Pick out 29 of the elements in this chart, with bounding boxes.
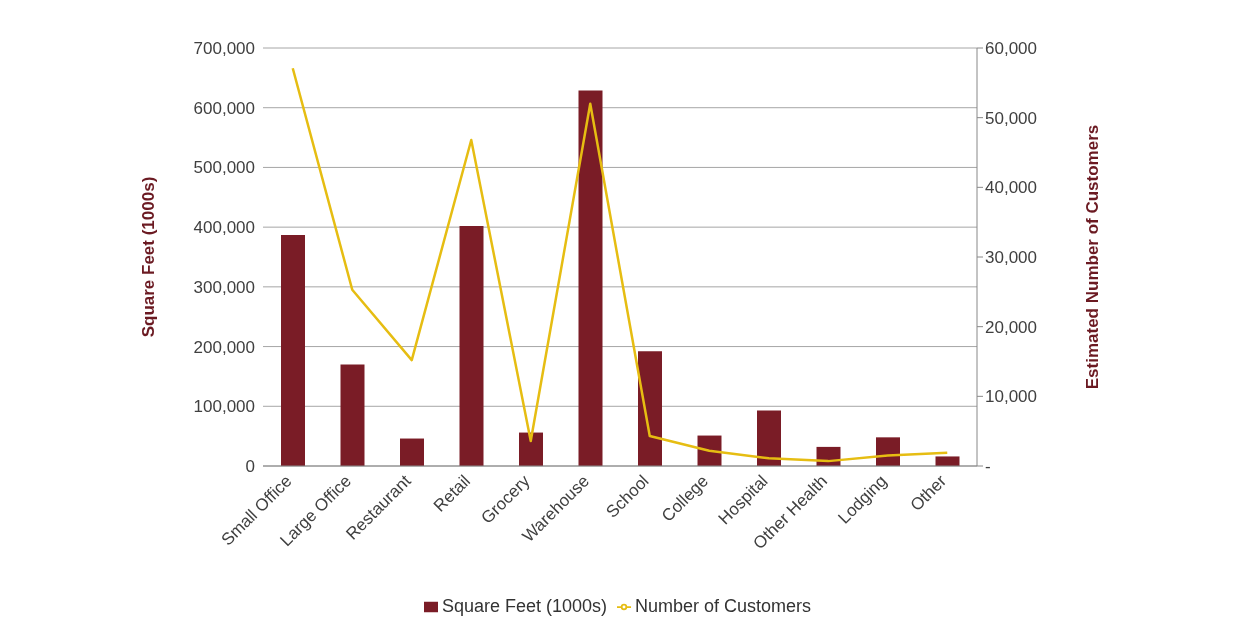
bar xyxy=(935,456,960,466)
legend-label: Number of Customers xyxy=(635,596,812,616)
y-tick-label: 400,000 xyxy=(193,218,255,238)
line-series xyxy=(291,66,949,463)
y-tick-label: 300,000 xyxy=(193,277,255,297)
y-tick-label: 0 xyxy=(245,457,255,477)
y2-tick-label: 50,000 xyxy=(985,108,1037,128)
bar xyxy=(281,234,305,466)
y-tick-label: 700,000 xyxy=(193,39,255,59)
y-axis-title: Square Feet (1000s) xyxy=(139,176,159,338)
bar xyxy=(459,225,484,466)
y2-tick-label: 10,000 xyxy=(985,387,1037,407)
y2-tick-label: 60,000 xyxy=(985,39,1037,59)
y-tick-label: 500,000 xyxy=(193,158,255,178)
bar xyxy=(638,351,662,466)
y2-tick-label: 20,000 xyxy=(985,317,1037,337)
bar xyxy=(340,364,365,466)
legend-label: Square Feet (1000s) xyxy=(441,596,608,616)
y2-tick-label: 40,000 xyxy=(985,178,1037,198)
y2-tick-label: 30,000 xyxy=(985,248,1037,268)
y-tick-label: 200,000 xyxy=(193,337,255,357)
bar xyxy=(757,410,781,466)
y2-axis-title: Estimated Number of Customers xyxy=(1083,124,1103,390)
y2-tick-label: - xyxy=(985,457,991,477)
bar xyxy=(578,90,603,466)
bar xyxy=(519,432,543,466)
bar xyxy=(400,438,424,466)
y-tick-label: 600,000 xyxy=(193,98,255,118)
y-tick-label: 100,000 xyxy=(193,397,255,417)
